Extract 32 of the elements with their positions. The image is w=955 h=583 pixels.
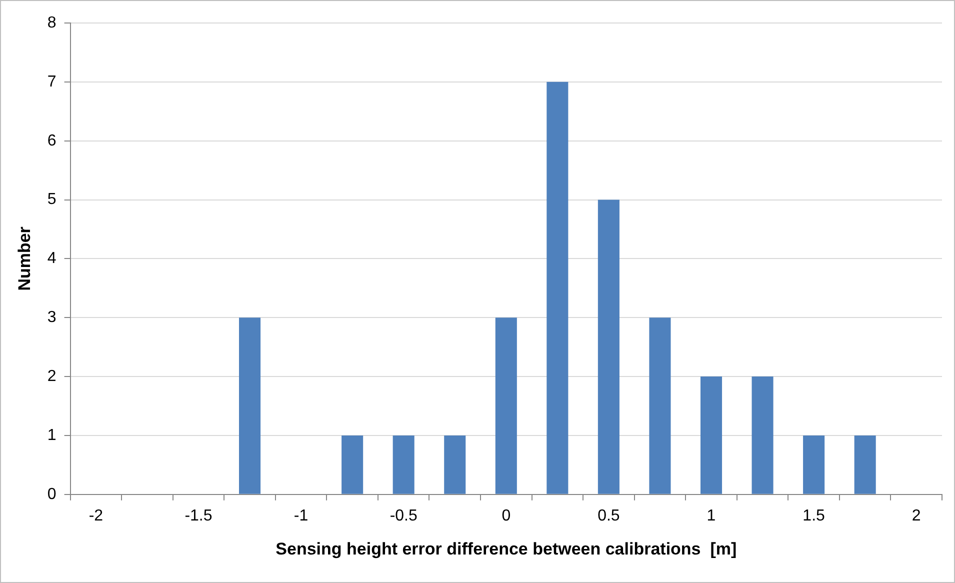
- y-tick-label: 8: [47, 14, 56, 32]
- bar: [546, 82, 568, 494]
- bar: [803, 435, 825, 494]
- bar: [598, 200, 620, 494]
- y-tick-label: 4: [47, 250, 56, 268]
- y-tick-label: 0: [47, 486, 56, 503]
- x-tick-label: 1.5: [802, 507, 826, 524]
- bar: [752, 376, 774, 494]
- bar: [495, 318, 517, 494]
- y-tick-label: 3: [47, 309, 56, 326]
- bar: [854, 435, 876, 494]
- bar: [239, 318, 261, 494]
- x-tick-label: 1: [706, 507, 716, 524]
- x-tick-label: -1: [294, 507, 308, 524]
- y-axis-title: Number: [14, 226, 34, 291]
- x-axis-title: Sensing height error difference between calibrations [m]: [276, 539, 737, 558]
- x-tick-label: -0.5: [390, 507, 418, 524]
- bar: [392, 435, 414, 494]
- y-tick-label: 2: [47, 368, 56, 385]
- bar: [649, 318, 671, 494]
- y-tick-label: 1: [47, 426, 56, 444]
- x-tick-label: 0: [502, 507, 511, 524]
- x-tick-label: -2: [88, 507, 104, 524]
- bar: [700, 376, 722, 494]
- y-tick-label: 6: [47, 132, 56, 150]
- x-tick-label: 2: [912, 507, 921, 524]
- bar: [444, 435, 466, 494]
- bar: [342, 435, 364, 494]
- y-tick-label: 7: [47, 73, 56, 90]
- x-tick-label: -1.5: [184, 507, 212, 524]
- y-tick-label: 5: [47, 191, 56, 208]
- x-tick-label: 0.5: [598, 507, 620, 524]
